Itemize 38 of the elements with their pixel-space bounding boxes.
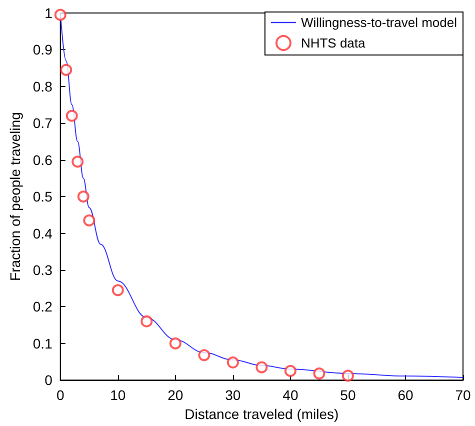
point — [256, 361, 268, 374]
point — [198, 349, 210, 362]
point — [284, 364, 296, 377]
y-axis-title: Fraction of people traveling — [7, 112, 23, 281]
x-tick-label: 10 — [110, 387, 126, 404]
x-tick-label: 30 — [225, 387, 241, 404]
y-tick-label: 0.9 — [32, 42, 53, 58]
y-tick-label: 0.8 — [32, 78, 53, 94]
x-axis-title: Distance traveled (miles) — [184, 406, 339, 422]
y-tick-label: 1 — [44, 5, 53, 21]
legend-label: Willingness-to-travel model — [300, 15, 458, 30]
point — [66, 110, 78, 122]
point — [313, 367, 326, 380]
x-tick-label: 70 — [455, 387, 471, 404]
y-tick-label: 0.3 — [32, 262, 53, 278]
y-tick-label: 0.6 — [32, 152, 53, 168]
x-tick-label: 50 — [340, 387, 356, 404]
y-tick-label: 0.7 — [32, 115, 53, 132]
point — [169, 337, 182, 350]
point — [72, 156, 84, 168]
legend-label: NHTS data — [300, 36, 366, 50]
point — [140, 315, 153, 328]
y-tick-label: 0.5 — [32, 188, 53, 205]
x-tick-label: 0 — [56, 387, 64, 404]
y-tick-label: 0 — [44, 372, 53, 388]
point — [112, 284, 124, 296]
y-tick-label: 0.1 — [32, 335, 53, 352]
x-tick-label: 40 — [282, 387, 298, 404]
point — [77, 190, 90, 203]
x-tick-label: 20 — [168, 387, 184, 404]
point — [54, 8, 66, 21]
y-tick-label: 0.2 — [32, 298, 53, 315]
point — [342, 370, 354, 382]
x-tick-label: 60 — [398, 387, 414, 404]
point — [60, 64, 72, 76]
point — [83, 214, 96, 226]
y-tick-label: 0.4 — [32, 225, 53, 242]
point — [226, 356, 239, 368]
